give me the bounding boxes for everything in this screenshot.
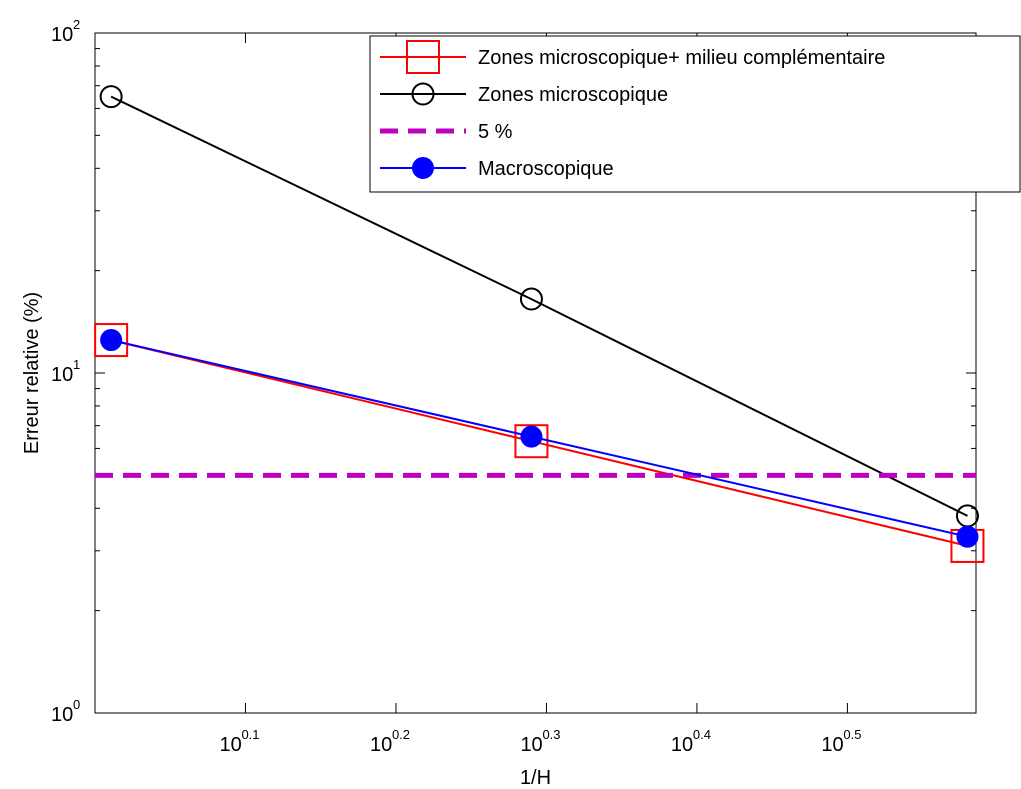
data-point bbox=[520, 425, 543, 448]
legend-entry: Macroscopique bbox=[380, 157, 614, 180]
legend-label: Zones microscopique+ milieu complémentai… bbox=[478, 47, 885, 69]
x-tick-label: 10 0.3 bbox=[520, 727, 560, 756]
legend-label: Zones microscopique bbox=[478, 84, 668, 106]
y-tick-base: 10 bbox=[51, 364, 73, 386]
legend-label: 5 % bbox=[478, 121, 513, 143]
y-tick-exponent: 2 bbox=[73, 17, 80, 32]
x-tick-exponent: 0.3 bbox=[542, 727, 560, 742]
legend-box bbox=[369, 35, 1021, 193]
legend-entry: Zones microscopique+ milieu complémentai… bbox=[380, 40, 885, 74]
y-tick-exponent: 0 bbox=[73, 697, 80, 712]
y-tick-base: 10 bbox=[51, 24, 73, 46]
y-tick-exponent: 1 bbox=[73, 357, 80, 372]
x-tick-base: 10 bbox=[520, 734, 542, 756]
legend-marker bbox=[411, 82, 435, 106]
x-tick-exponent: 0.1 bbox=[241, 727, 259, 742]
data-point bbox=[100, 329, 123, 352]
y-tick-base: 10 bbox=[51, 704, 73, 726]
y-tick-label: 10 2 bbox=[51, 17, 80, 46]
x-tick-label: 10 0.5 bbox=[821, 727, 861, 756]
x-tick-label: 10 0.2 bbox=[370, 727, 410, 756]
x-tick-exponent: 0.4 bbox=[693, 727, 711, 742]
data-point bbox=[99, 85, 123, 109]
series-2 bbox=[99, 85, 979, 528]
x-tick-base: 10 bbox=[821, 734, 843, 756]
x-tick-exponent: 0.5 bbox=[843, 727, 861, 742]
y-tick-label: 10 1 bbox=[51, 357, 80, 386]
series-4 bbox=[100, 329, 979, 548]
legend-entry: Zones microscopique bbox=[380, 82, 668, 106]
data-point bbox=[94, 323, 129, 358]
series-line bbox=[110, 95, 968, 517]
x-axis-label: 1/H bbox=[520, 767, 551, 789]
legend-marker bbox=[406, 40, 440, 74]
x-tick-label: 10 0.1 bbox=[219, 727, 259, 756]
data-point bbox=[956, 525, 979, 548]
legend-marker bbox=[412, 157, 434, 179]
series-group bbox=[94, 85, 985, 563]
legend-label: Macroscopique bbox=[478, 158, 614, 180]
x-tick-base: 10 bbox=[370, 734, 392, 756]
x-tick-exponent: 0.2 bbox=[392, 727, 410, 742]
data-point bbox=[519, 287, 543, 311]
x-tick-base: 10 bbox=[219, 734, 241, 756]
legend: Zones microscopique+ milieu complémentai… bbox=[369, 35, 1021, 193]
x-tick-label: 10 0.4 bbox=[671, 727, 711, 756]
x-tick-base: 10 bbox=[671, 734, 693, 756]
legend-entry: 5 % bbox=[380, 121, 513, 143]
y-tick-label: 10 0 bbox=[51, 697, 80, 726]
y-axis-label: Erreur relative (%) bbox=[21, 292, 43, 454]
